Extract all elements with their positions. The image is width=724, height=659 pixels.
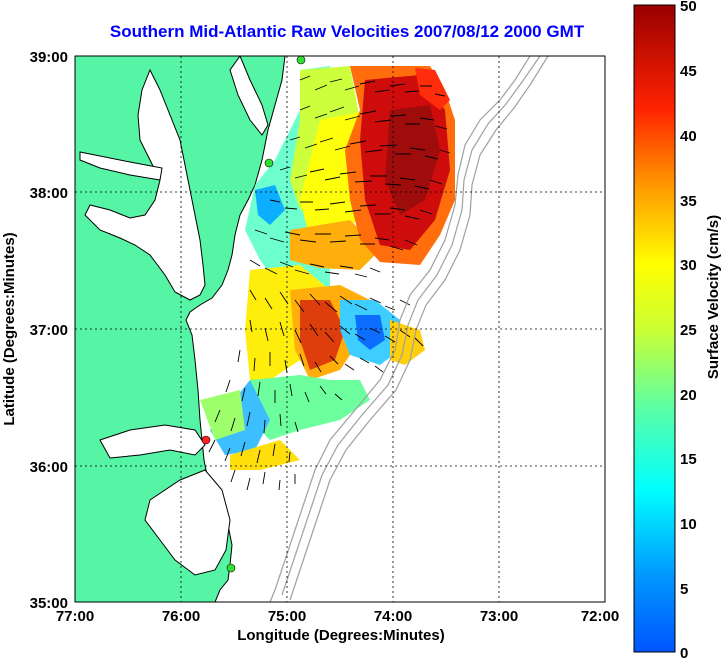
x-tick-label: 77:00 [56, 608, 94, 625]
y-tick-label: 38:00 [30, 185, 68, 202]
colorbar: 50 45 40 35 30 25 20 15 10 5 0 Surface V… [633, 0, 722, 659]
velocity-vectors [208, 75, 451, 491]
station-marker [226, 563, 236, 573]
y-axis: 39:00 38:00 37:00 36:00 35:00 Latitude (… [1, 49, 68, 612]
x-tick-label: 73:00 [480, 608, 518, 625]
colorbar-label: Surface Velocity (cm/s) [705, 215, 722, 379]
colorbar-tick: 15 [680, 451, 697, 468]
map-title: Southern Mid-Atlantic Raw Velocities 200… [109, 22, 585, 41]
plot-frame [74, 55, 606, 603]
colorbar-tick: 0 [680, 645, 688, 659]
x-tick-label: 76:00 [162, 608, 200, 625]
station-marker [201, 435, 211, 445]
colorbar-scale [633, 4, 676, 653]
colorbar-tick: 40 [680, 128, 697, 145]
station-marker [264, 158, 274, 168]
x-tick-label: 75:00 [268, 608, 306, 625]
colorbar-tick: 5 [680, 581, 688, 598]
bathymetry-contours [269, 56, 549, 602]
colorbar-tick: 30 [680, 257, 697, 274]
colorbar-tick: 20 [680, 387, 697, 404]
x-axis-label: Longitude (Degrees:Minutes) [237, 627, 445, 644]
y-tick-label: 35:00 [30, 595, 68, 612]
colorbar-tick: 35 [680, 193, 697, 210]
x-tick-label: 74:00 [374, 608, 412, 625]
x-tick-label: 72:00 [581, 608, 619, 625]
pamlico-sound [144, 469, 231, 576]
albemarle-sound [99, 424, 206, 459]
potomac-river [79, 151, 163, 181]
colorbar-tick: 25 [680, 322, 697, 339]
station-marker [296, 55, 306, 65]
delaware-bay [229, 56, 269, 136]
colorbar-tick: 45 [680, 63, 697, 80]
y-tick-label: 39:00 [30, 49, 68, 66]
x-axis: 77:00 76:00 75:00 74:00 73:00 72:00 Long… [56, 608, 619, 644]
y-tick-label: 36:00 [30, 459, 68, 476]
grid [75, 56, 605, 602]
y-axis-label: Latitude (Degrees:Minutes) [1, 232, 18, 425]
colorbar-tick: 10 [680, 516, 697, 533]
colorbar-tick: 50 [680, 0, 697, 15]
y-tick-label: 37:00 [30, 322, 68, 339]
